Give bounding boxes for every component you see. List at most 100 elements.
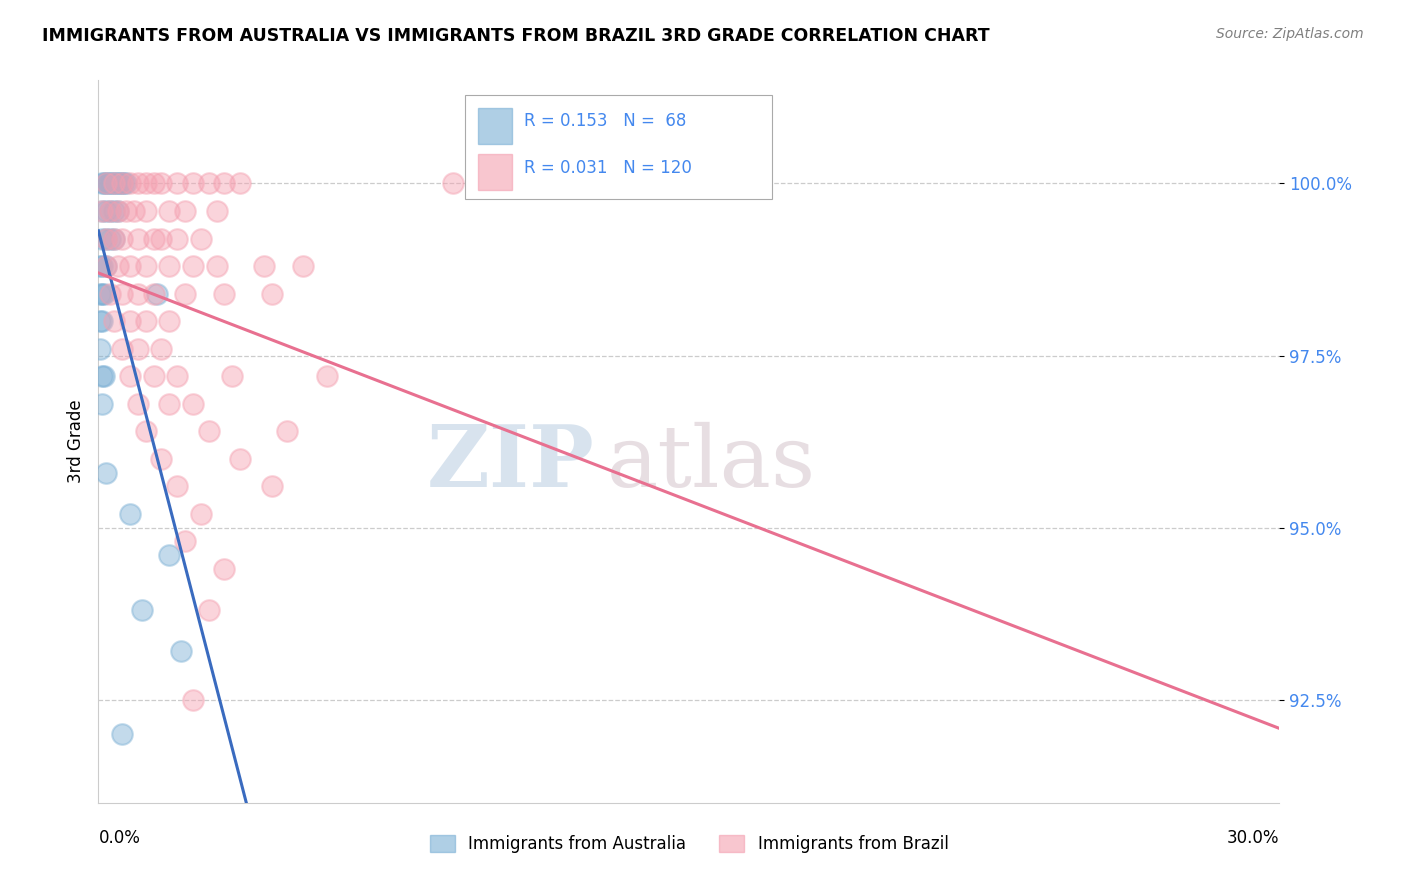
Point	[89, 286, 111, 301]
Point	[103, 231, 125, 245]
Point	[157, 548, 180, 562]
Point	[122, 204, 145, 219]
Point	[127, 397, 149, 411]
Point	[98, 286, 121, 301]
Point	[96, 231, 118, 245]
Text: R = 0.153   N =  68: R = 0.153 N = 68	[523, 112, 686, 129]
Point	[118, 177, 141, 191]
Point	[214, 177, 236, 191]
Point	[127, 342, 149, 356]
Point	[170, 644, 193, 658]
FancyBboxPatch shape	[478, 154, 512, 189]
Point	[91, 314, 114, 328]
Point	[97, 177, 120, 191]
Point	[103, 314, 125, 328]
Point	[127, 177, 149, 191]
Point	[93, 177, 115, 191]
Point	[115, 177, 138, 191]
Text: R = 0.031   N = 120: R = 0.031 N = 120	[523, 159, 692, 177]
Point	[111, 286, 134, 301]
Point	[135, 314, 157, 328]
Point	[221, 369, 243, 384]
Point	[127, 286, 149, 301]
Point	[135, 424, 157, 438]
Point	[142, 177, 165, 191]
Point	[150, 342, 173, 356]
Point	[111, 727, 134, 741]
Point	[111, 231, 134, 245]
Point	[205, 204, 228, 219]
Point	[107, 177, 129, 191]
Point	[112, 177, 135, 191]
Point	[98, 177, 121, 191]
Point	[96, 204, 118, 219]
Point	[135, 177, 157, 191]
Point	[157, 259, 180, 273]
Point	[96, 177, 118, 191]
Point	[142, 369, 165, 384]
FancyBboxPatch shape	[464, 95, 772, 200]
Point	[276, 424, 298, 438]
Point	[157, 314, 180, 328]
Point	[142, 231, 165, 245]
Point	[103, 177, 125, 191]
Point	[229, 177, 252, 191]
Point	[150, 177, 173, 191]
Point	[89, 259, 111, 273]
Point	[96, 177, 118, 191]
Point	[146, 286, 169, 301]
Point	[260, 286, 283, 301]
Point	[103, 231, 125, 245]
Point	[157, 397, 180, 411]
Point	[174, 534, 197, 549]
Point	[107, 204, 129, 219]
Point	[135, 204, 157, 219]
Text: atlas: atlas	[606, 422, 815, 505]
Point	[89, 314, 111, 328]
Point	[166, 231, 188, 245]
Point	[91, 259, 114, 273]
Point	[98, 231, 121, 245]
Point	[96, 231, 118, 245]
Point	[260, 479, 283, 493]
Legend: Immigrants from Australia, Immigrants from Brazil: Immigrants from Australia, Immigrants fr…	[423, 828, 955, 860]
Point	[91, 204, 114, 219]
Point	[118, 314, 141, 328]
Y-axis label: 3rd Grade: 3rd Grade	[66, 400, 84, 483]
Point	[127, 231, 149, 245]
Point	[181, 177, 204, 191]
Point	[135, 259, 157, 273]
Point	[98, 204, 121, 219]
Point	[111, 342, 134, 356]
Point	[197, 177, 219, 191]
Point	[93, 286, 115, 301]
Point	[131, 603, 153, 617]
Point	[105, 177, 128, 191]
Point	[108, 177, 131, 191]
Point	[115, 204, 138, 219]
Point	[441, 177, 464, 191]
Point	[118, 507, 141, 521]
Point	[150, 451, 173, 466]
Point	[214, 286, 236, 301]
Point	[89, 342, 111, 356]
Point	[91, 286, 114, 301]
Point	[166, 479, 188, 493]
Point	[91, 177, 114, 191]
Point	[103, 204, 125, 219]
Point	[96, 466, 118, 480]
Point	[197, 603, 219, 617]
Point	[166, 369, 188, 384]
Point	[142, 286, 165, 301]
Point	[107, 259, 129, 273]
Point	[181, 397, 204, 411]
Point	[118, 259, 141, 273]
Point	[103, 177, 125, 191]
Point	[253, 259, 276, 273]
Text: 30.0%: 30.0%	[1227, 829, 1279, 847]
Point	[91, 231, 114, 245]
Point	[96, 259, 118, 273]
Point	[107, 204, 129, 219]
Point	[93, 369, 115, 384]
Point	[111, 177, 134, 191]
